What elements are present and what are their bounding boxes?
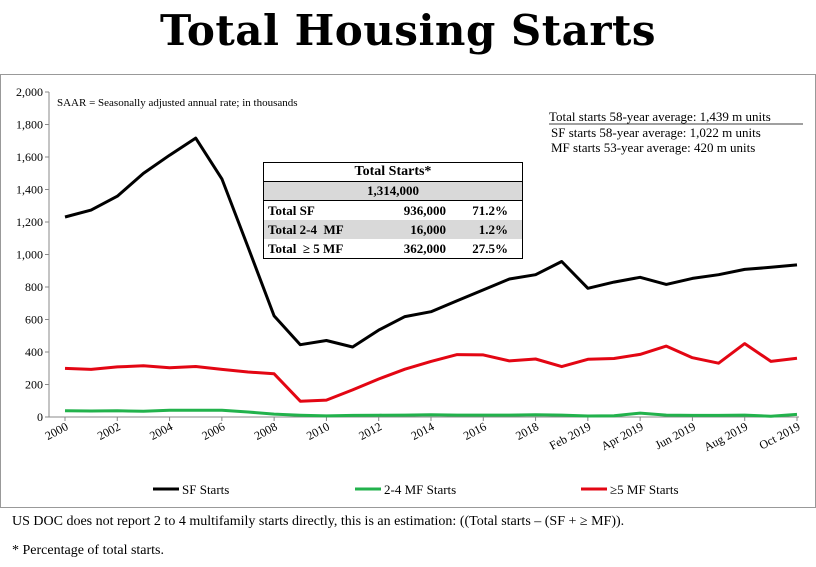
y-tick-label: 600	[25, 313, 43, 327]
x-tick-label: Apr 2019	[599, 419, 646, 453]
chart-title: Total Housing Starts	[159, 6, 657, 55]
x-tick-label: 2018	[513, 419, 541, 443]
y-tick-label: 2,000	[16, 85, 43, 99]
series-line-sf	[64, 136, 798, 349]
line-chart: 0 200 400 600 800 1,000 1,200 1,400 1,600 1,800 2,…	[16, 85, 803, 497]
table-row-value: 936,000	[403, 203, 446, 218]
y-tick-label: 400	[25, 345, 43, 359]
x-tick-label: Aug 2019	[701, 419, 750, 454]
x-tick-label: 2000	[43, 419, 71, 443]
x-tick-label: 2006	[200, 419, 228, 443]
x-tick-label: 2010	[304, 419, 332, 443]
table-row-label: Total SF	[268, 203, 315, 218]
table-row-pct: 71.2%	[472, 203, 508, 218]
y-tick-label: 200	[25, 378, 43, 392]
footnote-estimation: US DOC does not report 2 to 4 multifamil…	[12, 514, 625, 529]
x-tick-label: 2016	[461, 419, 489, 443]
y-tick-label: 800	[25, 280, 43, 294]
average-annotation: Total starts 58-year average: 1,439 m un…	[549, 109, 771, 124]
y-tick-label: 1,000	[16, 248, 43, 262]
table-row-value: 362,000	[403, 241, 446, 256]
x-tick-label: 2014	[409, 419, 437, 443]
legend-label: ≥5 MF Starts	[610, 482, 679, 497]
table-row-pct: 1.2%	[478, 222, 508, 237]
average-annotation: MF starts 53-year average: 420 m units	[551, 140, 755, 155]
x-tick-label: 2004	[147, 419, 175, 443]
table-row: Total ≥ 5 MF 362,000 27.5%	[264, 239, 522, 258]
x-tick-label: Feb 2019	[547, 419, 593, 452]
legend-label: 2-4 MF Starts	[384, 482, 456, 497]
x-tick-label: 2002	[95, 419, 123, 443]
average-annotation: SF starts 58-year average: 1,022 m units	[551, 125, 761, 140]
table-row: Total SF 936,000 71.2%	[264, 201, 522, 220]
y-tick-label: 1,400	[16, 183, 43, 197]
table-row: Total 2-4 MF 16,000 1.2%	[264, 220, 522, 239]
chart-frame: 0 200 400 600 800 1,000 1,200 1,400 1,600 1,800 2,…	[0, 74, 816, 508]
table-header: Total Starts*	[264, 163, 522, 182]
table-row-value: 16,000	[410, 222, 446, 237]
table-total: 1,314,000	[264, 182, 522, 201]
series-line-5-plus-mf	[64, 342, 798, 403]
x-tick-label: 2012	[356, 419, 384, 443]
x-tick-label: 2008	[252, 419, 280, 443]
table-row-label: Total 2-4 MF	[268, 222, 344, 237]
footnote-percentage: * Percentage of total starts.	[12, 543, 165, 558]
table-row-label: Total ≥ 5 MF	[268, 241, 344, 256]
series-line-2-4-mf	[64, 408, 798, 418]
y-tick-label: 1,600	[16, 150, 43, 164]
x-tick-label: Oct 2019	[757, 419, 803, 452]
saar-note: SAAR = Seasonally adjusted annual rate; …	[57, 97, 298, 109]
y-tick-label: 1,200	[16, 215, 43, 229]
table-row-pct: 27.5%	[472, 241, 508, 256]
total-starts-table: Total Starts* 1,314,000 Total SF 936,000…	[263, 162, 523, 259]
y-tick-label: 1,800	[16, 118, 43, 132]
x-tick-label: Jun 2019	[653, 419, 698, 452]
legend-label: SF Starts	[182, 482, 229, 497]
y-tick-label: 0	[37, 410, 43, 424]
